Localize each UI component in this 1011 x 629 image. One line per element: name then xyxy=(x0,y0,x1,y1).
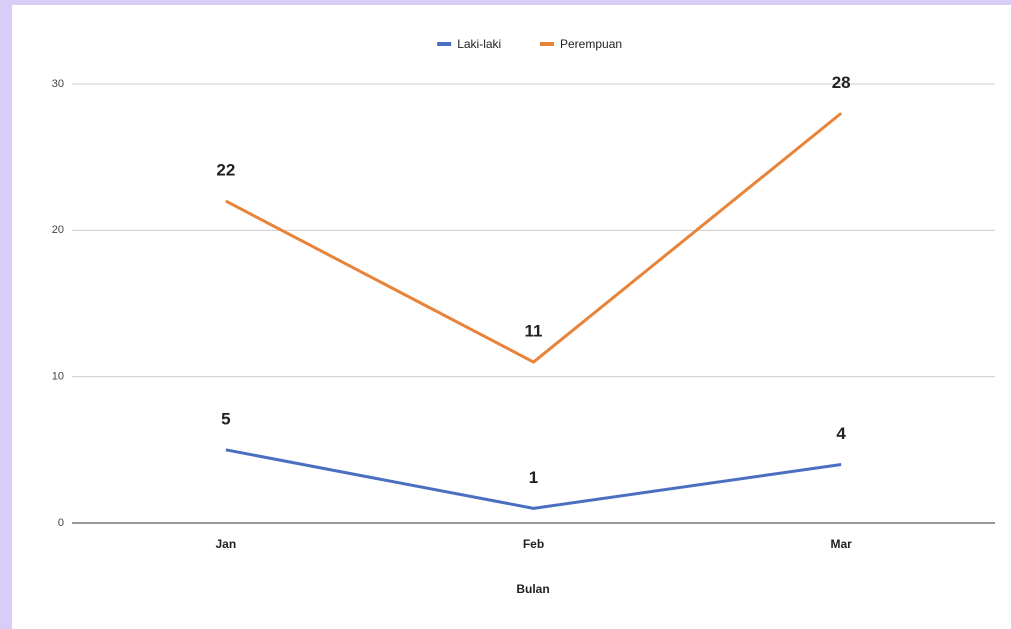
data-label: 11 xyxy=(525,322,543,341)
y-tick-label: 30 xyxy=(52,78,64,90)
x-tick-label: Mar xyxy=(830,537,852,551)
data-label: 1 xyxy=(529,468,538,487)
series-line xyxy=(225,112,843,364)
x-axis-title: Bulan xyxy=(516,582,549,596)
x-tick-label: Feb xyxy=(523,537,544,551)
data-label: 22 xyxy=(216,161,235,180)
data-label: 4 xyxy=(836,424,846,443)
chart-background xyxy=(12,5,1011,629)
legend-label: Laki-laki xyxy=(457,37,501,51)
legend-swatch xyxy=(540,42,554,46)
legend-label: Perempuan xyxy=(560,37,622,51)
x-tick-label: Jan xyxy=(215,537,236,551)
legend-swatch xyxy=(437,42,452,46)
y-tick-label: 10 xyxy=(52,371,64,383)
series-line xyxy=(225,448,842,510)
y-tick-label: 20 xyxy=(52,224,64,236)
data-label: 5 xyxy=(221,409,230,428)
data-label: 28 xyxy=(832,73,851,92)
y-tick-label: 0 xyxy=(58,517,64,529)
